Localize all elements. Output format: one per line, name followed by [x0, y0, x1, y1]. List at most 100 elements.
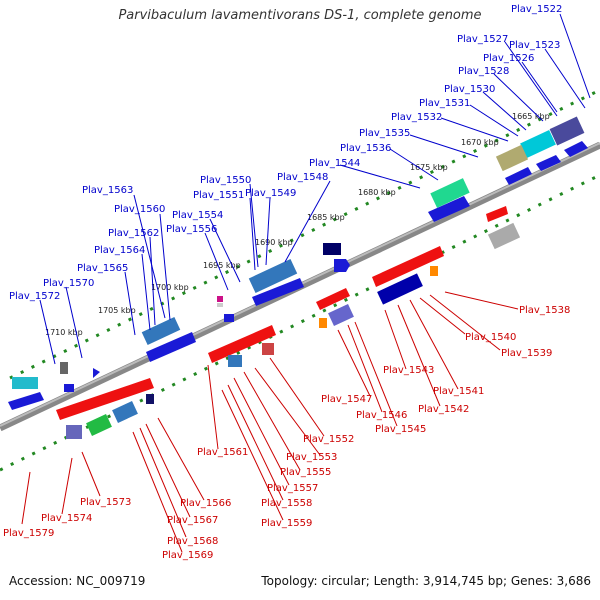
feature-block — [430, 178, 470, 208]
gene-label: Plav_1535 — [359, 128, 410, 139]
forward-gene — [146, 332, 196, 362]
feature-block — [495, 144, 529, 172]
feature-block — [217, 296, 223, 302]
gene-label: Plav_1570 — [43, 278, 94, 289]
gene-label: Plav_1567 — [167, 515, 218, 526]
gene-label: Plav_1573 — [80, 497, 131, 508]
gene-label: Plav_1552 — [303, 434, 354, 445]
tick-label: 1705 kbp — [98, 306, 136, 315]
feature-block — [430, 266, 438, 276]
feature-block — [328, 304, 354, 326]
gene-label: Plav_1564 — [94, 245, 145, 256]
gene-label: Plav_1531 — [419, 98, 470, 109]
tick-label: 1695 kbp — [203, 261, 241, 270]
feature-block — [112, 401, 138, 423]
feature-block — [146, 394, 154, 404]
gene-label: Plav_1527 — [457, 34, 508, 45]
reverse-features — [56, 206, 521, 439]
gene-label: Plav_1557 — [267, 483, 318, 494]
feature-block — [520, 129, 556, 159]
forward-gene — [505, 167, 532, 185]
gene-label: Plav_1553 — [286, 452, 337, 463]
feature-block — [60, 362, 68, 374]
tick-label: 1665 kbp — [512, 112, 550, 121]
feature-block — [66, 425, 82, 439]
genome-title: Parvibaculum lavamentivorans DS-1, compl… — [118, 8, 482, 23]
tick-row-upper — [9, 88, 600, 380]
feature-block — [487, 222, 521, 250]
gene-label: Plav_1559 — [261, 518, 312, 529]
gene-label: Plav_1548 — [277, 172, 328, 183]
gene-label: Plav_1523 — [509, 40, 560, 51]
forward-leaders — [39, 13, 591, 365]
gene-label: Plav_1558 — [261, 498, 312, 509]
gene-label: Plav_1574 — [41, 513, 92, 524]
forward-labels: Plav_1522 Plav_1523 Plav_1526 Plav_1527 … — [9, 4, 562, 302]
gene-label: Plav_1569 — [162, 550, 213, 561]
tick-label: 1675 kbp — [410, 163, 448, 172]
gene-label: Plav_1572 — [9, 291, 60, 302]
accession-text: Accession: NC_009719 — [9, 574, 146, 588]
forward-gene — [252, 278, 304, 306]
reverse-leaders — [21, 291, 519, 553]
forward-gene — [564, 141, 588, 157]
forward-gene — [64, 384, 74, 392]
gene-label: Plav_1579 — [3, 528, 54, 539]
forward-gene — [93, 368, 100, 378]
feature-block — [549, 116, 585, 146]
reverse-gene — [56, 378, 154, 420]
gene-label: Plav_1565 — [77, 263, 128, 274]
reverse-gene — [372, 246, 444, 287]
gene-label: Plav_1549 — [245, 188, 296, 199]
feature-block — [377, 273, 423, 305]
feature-block — [262, 343, 274, 355]
reverse-gene — [486, 206, 508, 222]
gene-label: Plav_1562 — [108, 228, 159, 239]
gene-label: Plav_1541 — [433, 386, 484, 397]
gene-label: Plav_1539 — [501, 348, 552, 359]
gene-label: Plav_1561 — [197, 447, 248, 458]
tick-label: 1700 kbp — [151, 283, 189, 292]
feature-block — [217, 303, 223, 307]
tick-label: 1680 kbp — [358, 188, 396, 197]
tick-label: 1710 kbp — [45, 328, 83, 337]
gene-label: Plav_1568 — [167, 536, 218, 547]
gene-label: Plav_1542 — [418, 404, 469, 415]
feature-block — [12, 377, 38, 389]
forward-gene — [536, 155, 561, 171]
feature-block — [228, 355, 242, 367]
forward-gene — [224, 314, 234, 322]
tick-labels: 1665 kbp 1670 kbp 1675 kbp 1680 kbp 1685… — [45, 112, 550, 337]
forward-gene — [334, 259, 350, 272]
gene-label: Plav_1526 — [483, 53, 534, 64]
gene-label: Plav_1543 — [383, 365, 434, 376]
tick-label: 1670 kbp — [461, 138, 499, 147]
reverse-gene — [316, 288, 350, 310]
gene-label: Plav_1538 — [519, 305, 570, 316]
gene-label: Plav_1566 — [180, 498, 231, 509]
gene-label: Plav_1530 — [444, 84, 495, 95]
forward-gene — [8, 392, 44, 410]
gene-label: Plav_1522 — [511, 4, 562, 15]
gene-label: Plav_1560 — [114, 204, 165, 215]
reverse-labels: Plav_1538 Plav_1539 Plav_1540 Plav_1541 … — [3, 305, 570, 561]
feature-block — [248, 259, 298, 293]
gene-label: Plav_1547 — [321, 394, 372, 405]
forward-gene — [428, 196, 470, 222]
gene-label: Plav_1544 — [309, 158, 360, 169]
forward-features — [8, 116, 588, 410]
gene-label: Plav_1545 — [375, 424, 426, 435]
feature-block — [323, 243, 341, 255]
gene-label: Plav_1556 — [166, 224, 217, 235]
gene-label: Plav_1554 — [172, 210, 223, 221]
feature-block — [141, 317, 181, 345]
gene-label: Plav_1546 — [356, 410, 407, 421]
reverse-gene — [208, 325, 276, 363]
feature-block — [86, 414, 112, 436]
tick-label: 1690 kbp — [255, 238, 293, 247]
genome-summary: Topology: circular; Length: 3,914,745 bp… — [261, 574, 591, 588]
gene-label: Plav_1536 — [340, 143, 391, 154]
gene-label: Plav_1563 — [82, 185, 133, 196]
tick-label: 1685 kbp — [307, 213, 345, 222]
